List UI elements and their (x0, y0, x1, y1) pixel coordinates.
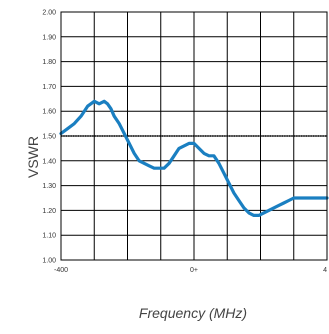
y-tick-label: 1.60 (42, 109, 56, 116)
x-axis-title: Frequency (MHz) (139, 305, 247, 321)
plot-frame (60, 11, 328, 261)
y-tick-label: 1.40 (42, 158, 56, 165)
y-tick-label: 1.50 (42, 134, 56, 141)
x-tick-label: 0+ (190, 267, 198, 274)
series-layer (59, 99, 329, 217)
x-tick-label: 4 (323, 267, 327, 274)
x-tick-labels: -400 0+ 4 (54, 267, 327, 274)
y-tick-labels: 1.00 1.10 1.20 1.30 1.40 1.50 1.60 1.70 1.80 1.90… (42, 10, 56, 265)
y-tick-label: 1.00 (42, 258, 56, 265)
y-tick-label: 2.00 (42, 10, 56, 17)
y-tick-label: 1.10 (42, 233, 56, 240)
y-axis-title: VSWR (25, 136, 41, 178)
y-tick-label: 1.70 (42, 84, 56, 91)
y-tick-label: 1.20 (42, 208, 56, 215)
x-tick-label: -400 (54, 267, 68, 274)
y-tick-label: 1.90 (42, 34, 56, 41)
y-tick-label: 1.30 (42, 183, 56, 190)
series-line (59, 99, 329, 217)
y-tick-label: 1.80 (42, 59, 56, 66)
